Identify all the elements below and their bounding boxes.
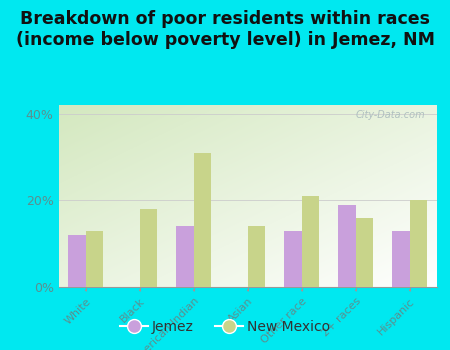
Text: City-Data.com: City-Data.com bbox=[356, 111, 425, 120]
Bar bbox=[176, 226, 194, 287]
Legend: Jemez, New Mexico: Jemez, New Mexico bbox=[115, 314, 335, 340]
Bar bbox=[194, 153, 211, 287]
Bar bbox=[284, 231, 302, 287]
Bar bbox=[86, 231, 103, 287]
Bar bbox=[356, 218, 373, 287]
Bar bbox=[140, 209, 157, 287]
Bar bbox=[68, 235, 86, 287]
Bar bbox=[302, 196, 319, 287]
Bar bbox=[338, 205, 356, 287]
Text: Breakdown of poor residents within races
(income below poverty level) in Jemez, : Breakdown of poor residents within races… bbox=[15, 10, 435, 49]
Bar bbox=[248, 226, 265, 287]
Bar bbox=[392, 231, 410, 287]
Bar bbox=[410, 200, 427, 287]
